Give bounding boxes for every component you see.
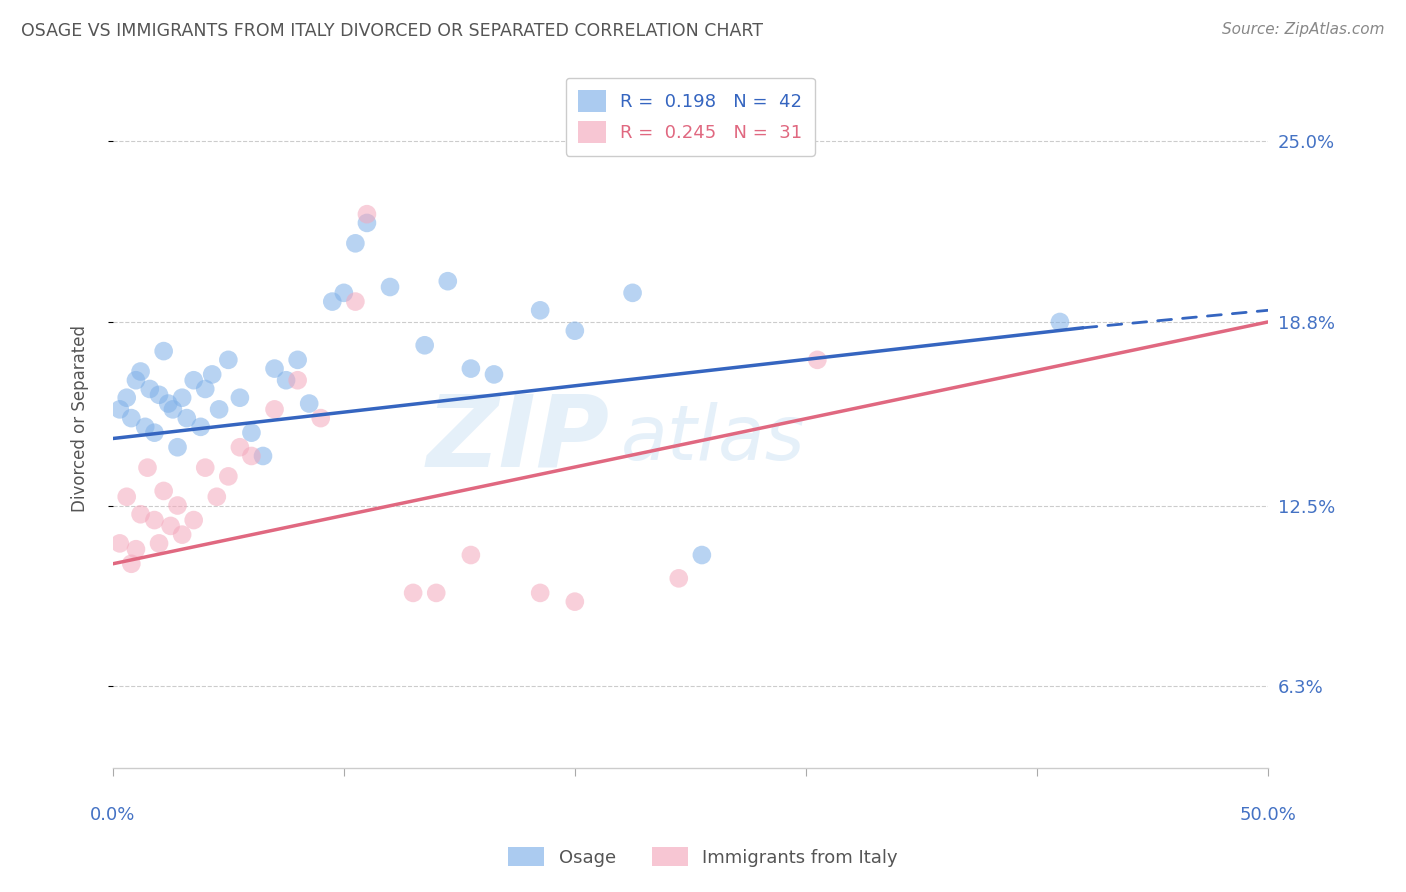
Point (309, 411, 332, 425)
Point (668, 571, 690, 585)
Point (190, 420, 212, 434)
Point (344, 236, 367, 251)
Point (208, 402, 231, 417)
Point (344, 294, 367, 309)
Point (240, 425, 263, 440)
Text: Source: ZipAtlas.com: Source: ZipAtlas.com (1222, 22, 1385, 37)
Text: 0.0%: 0.0% (90, 806, 135, 824)
Point (240, 449, 263, 463)
Point (205, 490, 228, 504)
Point (460, 548, 482, 562)
Point (125, 542, 148, 557)
Point (217, 352, 239, 367)
Point (120, 411, 142, 425)
Point (321, 294, 343, 309)
Point (194, 460, 217, 475)
Point (139, 382, 162, 396)
Point (1049, 315, 1071, 329)
Point (356, 216, 378, 230)
Point (108, 536, 131, 550)
Point (252, 449, 274, 463)
Point (166, 440, 188, 454)
Point (564, 594, 586, 608)
Point (529, 586, 551, 600)
Point (115, 391, 138, 405)
Point (183, 373, 205, 387)
Point (162, 402, 184, 417)
Point (134, 420, 156, 434)
Point (115, 490, 138, 504)
Text: OSAGE VS IMMIGRANTS FROM ITALY DIVORCED OR SEPARATED CORRELATION CHART: OSAGE VS IMMIGRANTS FROM ITALY DIVORCED … (21, 22, 763, 40)
Point (176, 411, 198, 425)
Point (263, 402, 285, 417)
Point (217, 469, 239, 483)
Point (333, 285, 356, 300)
Text: 50.0%: 50.0% (1239, 806, 1296, 824)
Point (120, 557, 142, 571)
Point (129, 364, 152, 378)
Point (201, 368, 224, 382)
Point (356, 207, 378, 221)
Point (287, 373, 309, 387)
Point (621, 285, 644, 300)
Point (129, 508, 152, 522)
Point (125, 373, 148, 387)
Point (529, 303, 551, 318)
Point (157, 396, 180, 410)
Point (136, 460, 159, 475)
Point (172, 527, 194, 541)
Point (436, 274, 458, 288)
Point (148, 388, 170, 402)
Point (378, 280, 401, 294)
Point (298, 396, 321, 410)
Point (152, 483, 174, 498)
Text: ZIP: ZIP (426, 391, 609, 488)
Point (108, 402, 131, 417)
Legend: R =  0.198   N =  42, R =  0.245   N =  31: R = 0.198 N = 42, R = 0.245 N = 31 (565, 78, 815, 156)
Legend: Osage, Immigrants from Italy: Osage, Immigrants from Italy (501, 840, 905, 874)
Point (413, 338, 436, 352)
Point (229, 391, 252, 405)
Point (229, 440, 252, 454)
Point (690, 548, 713, 562)
Y-axis label: Divorced or Separated: Divorced or Separated (72, 325, 89, 512)
Point (166, 499, 188, 513)
Point (287, 352, 309, 367)
Point (263, 361, 285, 376)
Point (564, 324, 586, 338)
Point (172, 391, 194, 405)
Point (806, 352, 828, 367)
Point (482, 368, 505, 382)
Point (934, 789, 956, 804)
Point (194, 382, 217, 396)
Point (148, 536, 170, 550)
Point (183, 513, 205, 527)
Point (143, 513, 166, 527)
Point (152, 344, 174, 359)
Point (425, 586, 447, 600)
Text: atlas: atlas (621, 402, 806, 476)
Point (402, 586, 425, 600)
Point (159, 519, 181, 533)
Point (460, 361, 482, 376)
Point (274, 373, 297, 387)
Point (143, 425, 166, 440)
